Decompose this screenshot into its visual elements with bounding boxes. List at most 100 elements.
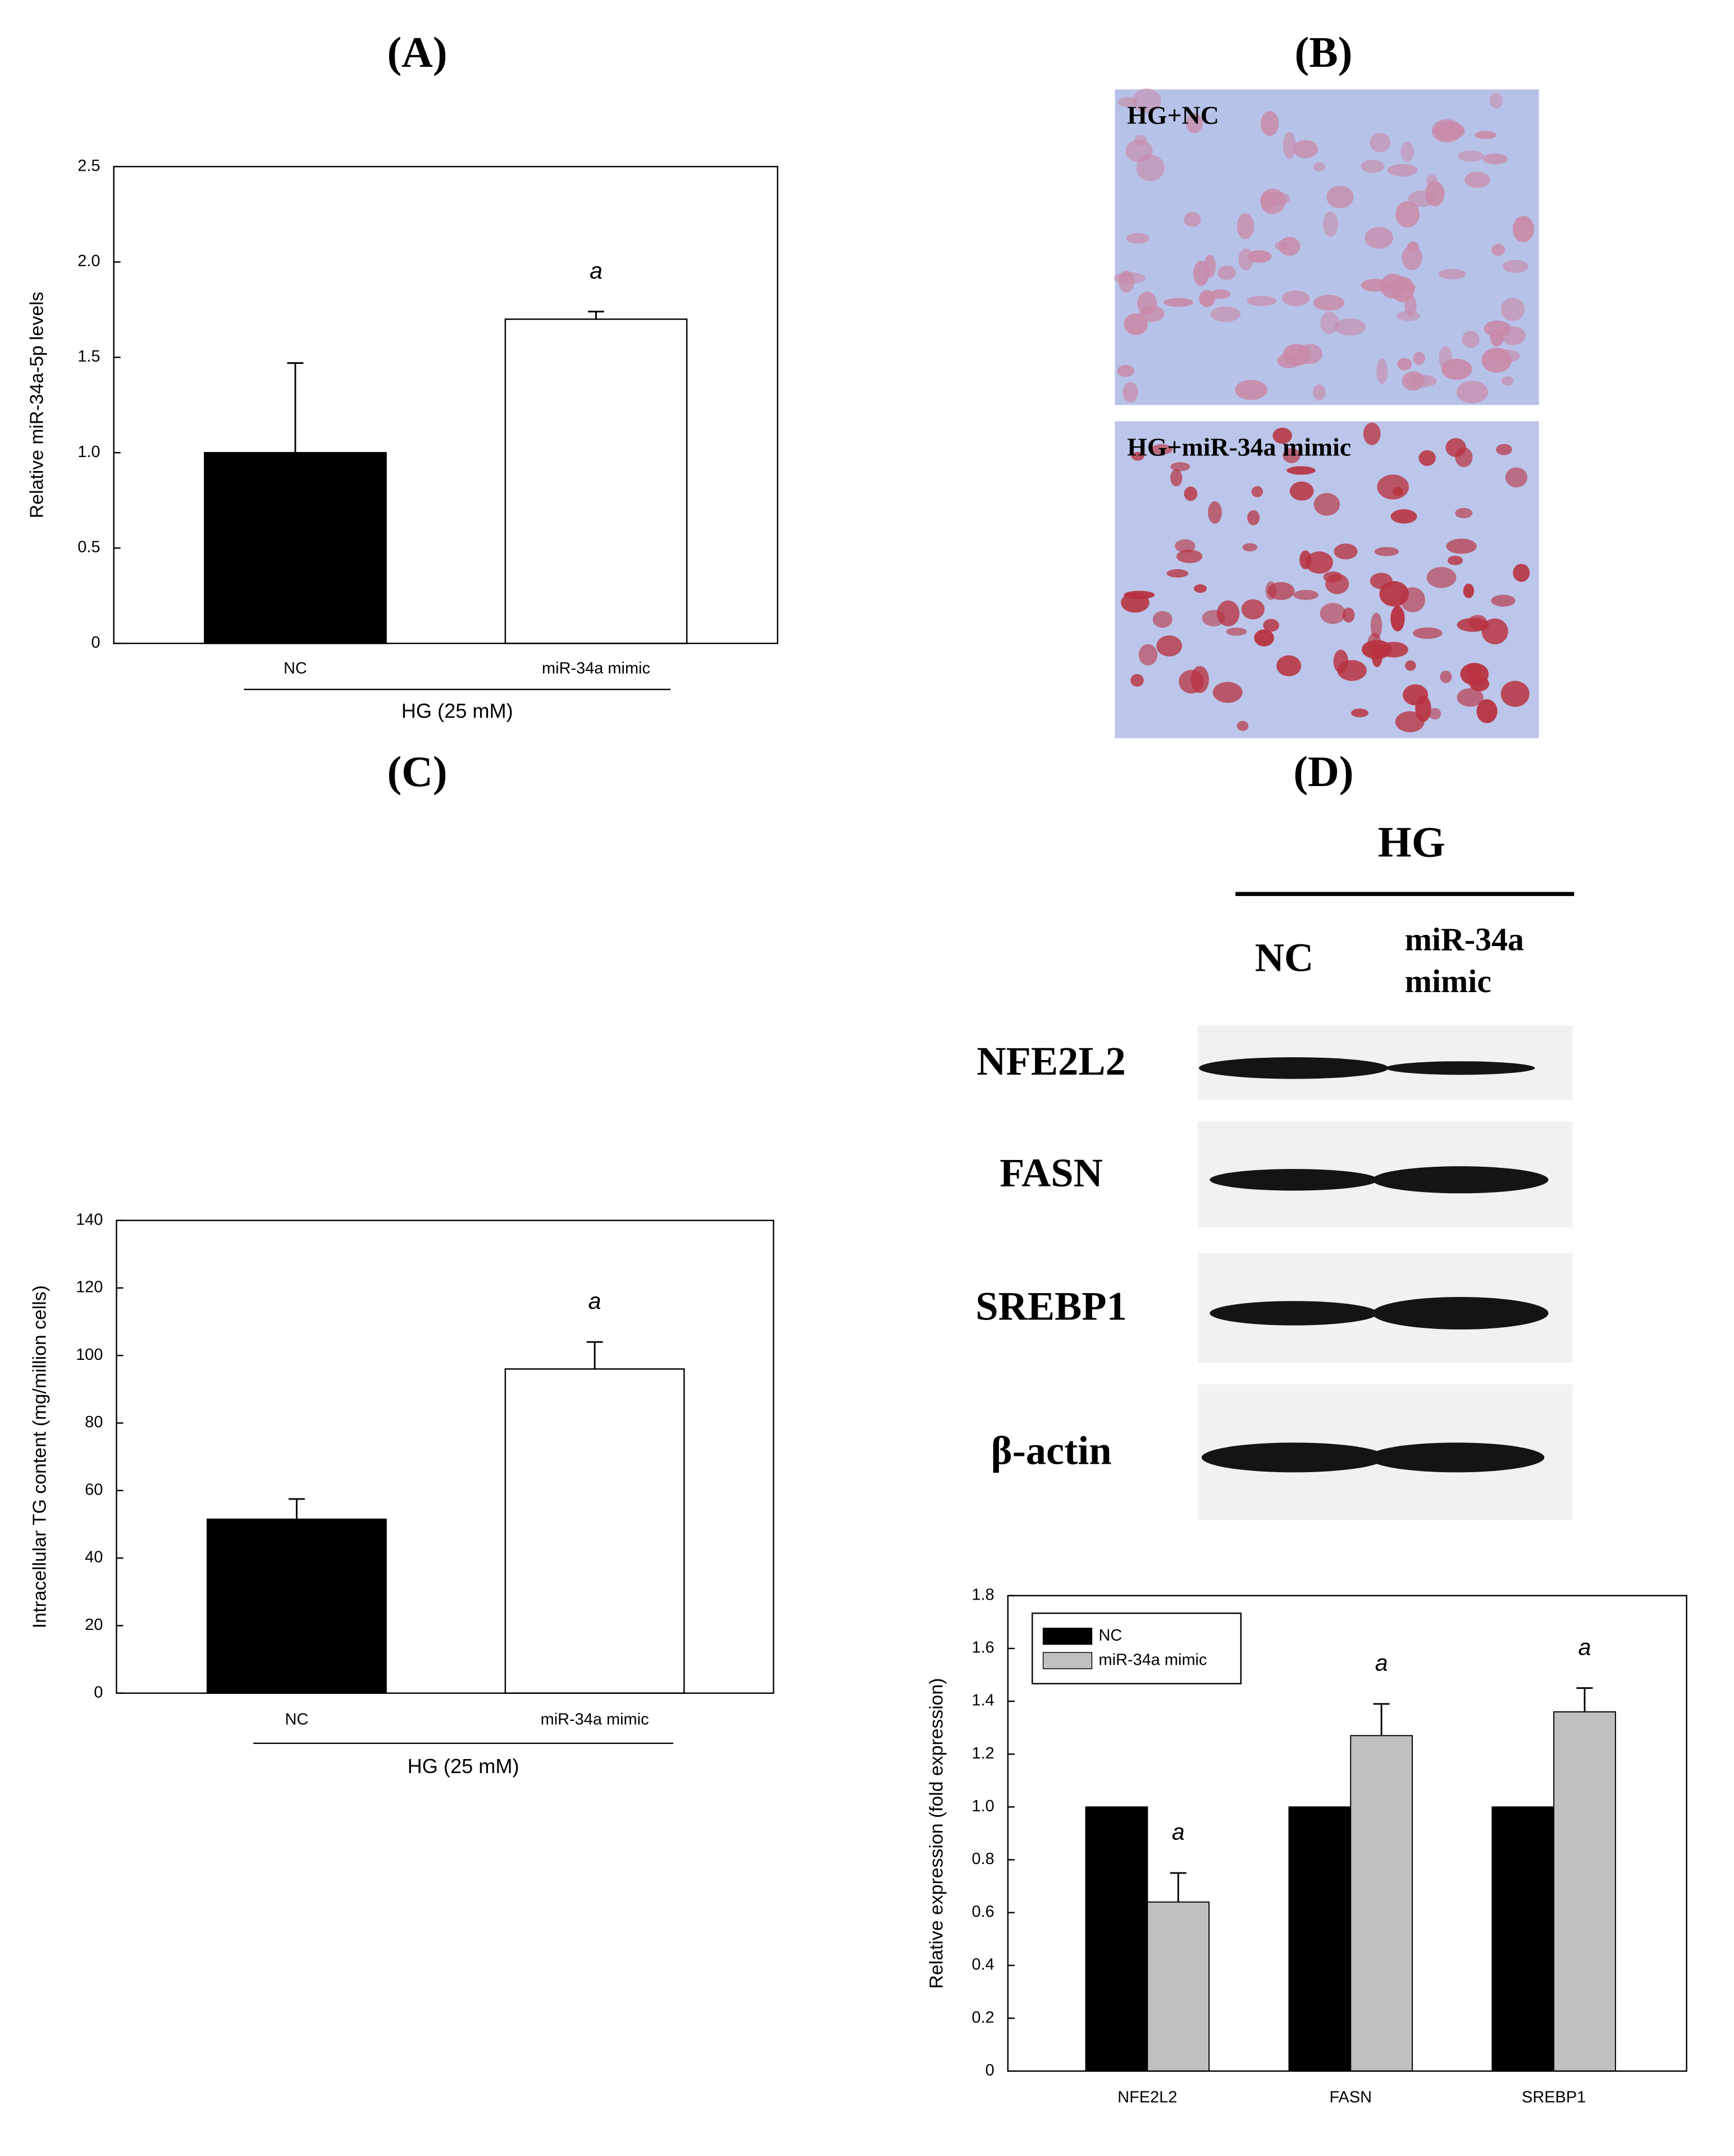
y-tick-label: 140 <box>76 1211 103 1228</box>
cell <box>1337 660 1367 681</box>
cell <box>1170 462 1190 472</box>
cell <box>1482 153 1508 165</box>
micrograph <box>1115 89 1539 405</box>
blot-row-label: SREBP1 <box>975 1284 1126 1329</box>
cell <box>1176 549 1203 564</box>
blot-band <box>1372 1296 1549 1330</box>
blot-band <box>1201 1442 1386 1473</box>
cell <box>1117 364 1135 377</box>
micrograph-label: HG+miR-34a mimic <box>1127 432 1351 461</box>
cell <box>1313 493 1340 516</box>
y-tick-label: 2.5 <box>77 157 100 175</box>
cell <box>1374 547 1399 556</box>
cell <box>1190 666 1210 693</box>
cell <box>1439 268 1466 280</box>
y-tick-label: 2.0 <box>77 252 100 270</box>
western-blot: HG NC miR-34a mimic <box>1235 818 1575 999</box>
cell <box>1281 290 1310 307</box>
cell <box>1170 469 1183 487</box>
y-tick-label: 0 <box>91 634 100 652</box>
y-tick-label: 1.5 <box>77 348 100 366</box>
cell <box>1392 487 1404 496</box>
y-tick-label: 0.8 <box>972 1850 994 1868</box>
cell <box>1456 381 1489 404</box>
group-label: HG (25 mM) <box>401 700 513 723</box>
cell <box>1491 595 1516 607</box>
cell <box>1446 538 1477 554</box>
cell <box>1361 278 1390 292</box>
significance-label: a <box>1375 1650 1388 1676</box>
cell <box>1470 676 1490 692</box>
cell <box>1396 310 1421 321</box>
y-tick-label: 20 <box>85 1616 103 1634</box>
cell <box>1458 150 1485 162</box>
cell <box>1334 318 1366 336</box>
legend-label: NC <box>1099 1627 1122 1645</box>
cell <box>1289 481 1314 501</box>
blot-column: miR-34a <box>1405 921 1524 957</box>
cell <box>1325 574 1349 595</box>
bar <box>1288 1806 1352 2072</box>
cell <box>1212 682 1243 703</box>
cell <box>1217 265 1236 280</box>
plot-frame <box>113 166 778 645</box>
y-tick-label: 1.0 <box>77 443 100 461</box>
cell <box>1363 422 1381 445</box>
bar <box>1350 1735 1413 2072</box>
bar <box>504 1368 685 1694</box>
cell <box>1365 226 1393 249</box>
y-tick-label: 1.2 <box>972 1744 994 1762</box>
cell <box>1481 618 1508 645</box>
cell <box>1440 670 1452 683</box>
cell <box>1193 584 1207 593</box>
cell <box>1283 131 1296 159</box>
y-axis-label: Relative expression (fold expression) <box>925 1678 947 1989</box>
cell <box>1293 140 1318 158</box>
cell <box>1370 133 1391 153</box>
cell <box>1313 384 1326 401</box>
cell <box>1434 122 1465 140</box>
cell <box>1130 674 1144 687</box>
y-tick-label: 80 <box>85 1413 103 1431</box>
cell <box>1125 139 1153 162</box>
legend-swatch <box>1042 1652 1093 1669</box>
cell <box>1326 185 1354 208</box>
cell <box>1457 618 1489 632</box>
bar <box>204 452 387 645</box>
y-tick-label: 60 <box>85 1481 103 1499</box>
bar <box>1147 1901 1210 2072</box>
cell <box>1138 644 1158 666</box>
cell <box>1397 358 1412 371</box>
cell <box>1500 326 1526 345</box>
x-tick-label: SREBP1 <box>1522 2089 1586 2107</box>
legend-swatch <box>1042 1628 1093 1645</box>
plot-frame <box>1007 1595 1687 2072</box>
cell <box>1247 510 1260 526</box>
blot-band <box>1199 1057 1389 1079</box>
panel-label: (C) <box>387 747 447 796</box>
blot-band <box>1210 1301 1378 1326</box>
cell <box>1402 371 1425 391</box>
blot-band <box>1210 1168 1378 1191</box>
y-tick-label: 0.4 <box>972 1956 994 1974</box>
cell <box>1496 444 1512 455</box>
y-tick-label: 0.5 <box>77 538 100 556</box>
cell <box>1476 699 1498 724</box>
cell <box>1236 720 1249 731</box>
cell <box>1156 635 1183 657</box>
blot-column: NC <box>1255 935 1314 980</box>
x-tick-label: NFE2L2 <box>1117 2089 1177 2107</box>
cell <box>1418 450 1436 466</box>
cell <box>1415 695 1431 722</box>
cell <box>1513 564 1530 582</box>
cell <box>1367 632 1382 658</box>
cell <box>1500 298 1525 321</box>
significance-label: a <box>1578 1634 1591 1660</box>
cell <box>1342 607 1355 623</box>
cell <box>1379 642 1408 658</box>
significance-label: a <box>588 1288 601 1314</box>
blot-header: HG <box>1378 818 1445 866</box>
cell <box>1334 543 1358 560</box>
panel-label: (B) <box>1295 28 1353 76</box>
